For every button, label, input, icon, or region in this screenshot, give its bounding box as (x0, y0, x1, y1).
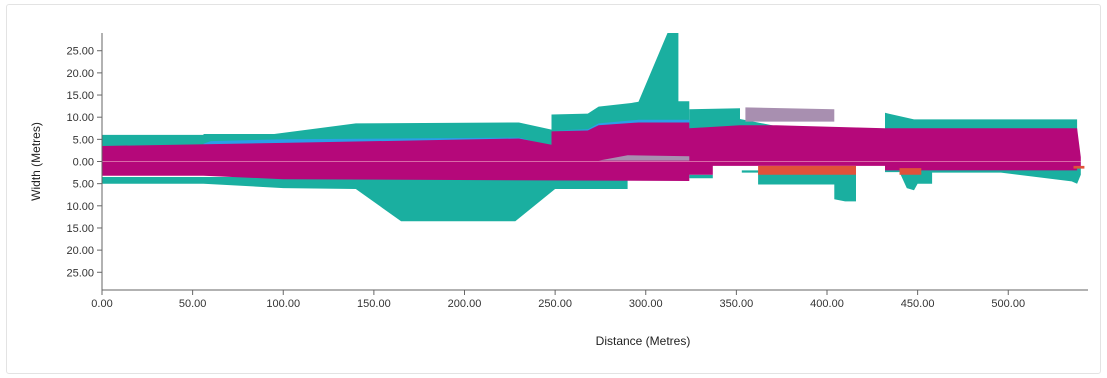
x-tick-label: 200.00 (448, 298, 482, 310)
y-ticks: 25.00 20.00 15.00 10.00 5.00 0.00 5.00 10.00 15.… (66, 46, 102, 279)
y-tick-label: 20.00 (66, 68, 94, 80)
y-axis-title: Width (Metres) (29, 122, 43, 201)
x-tick-label: 500.00 (991, 298, 1025, 310)
footway-area-15 (598, 155, 690, 161)
chart-areas (102, 33, 1085, 222)
x-tick-label: 450.00 (901, 298, 935, 310)
chart-axes: 25.00 20.00 15.00 10.00 5.00 0.00 5.00 10.00 15.… (66, 33, 1088, 310)
y-tick-label: 15.00 (66, 223, 94, 235)
x-tick-label: 350.00 (720, 298, 754, 310)
carriageway-area-11 (102, 122, 1081, 181)
y-tick-label: 20.00 (66, 245, 94, 257)
x-tick-label: 150.00 (357, 298, 391, 310)
verge-area-7 (102, 177, 628, 222)
y-tick-label: 15.00 (66, 90, 94, 102)
x-tick-label: 50.00 (179, 298, 207, 310)
y-tick-label: 5.00 (73, 179, 94, 191)
x-tick-label: 250.00 (538, 298, 572, 310)
x-axis-title: Distance (Metres) (596, 334, 691, 348)
x-tick-label: 400.00 (810, 298, 844, 310)
x-tick-label: 0.00 (91, 298, 112, 310)
x-ticks: 0.00 50.00 100.00 150.00 200.00 250.00 300.00 3… (91, 290, 1025, 310)
verge-area-10 (885, 165, 1081, 191)
x-tick-label: 300.00 (629, 298, 663, 310)
y-tick-label: 25.00 (66, 46, 94, 58)
footway-area-4 (745, 107, 835, 122)
x-tick-label: 100.00 (266, 298, 300, 310)
y-tick-label: 0.00 (73, 157, 94, 169)
hatched-area-13 (899, 168, 922, 175)
verge-area-3 (885, 112, 1078, 131)
hatched-area-12 (758, 165, 856, 175)
y-tick-label: 10.00 (66, 201, 94, 213)
y-tick-label: 5.00 (73, 134, 94, 146)
hatched-area-14 (1073, 165, 1085, 169)
y-tick-label: 10.00 (66, 112, 94, 124)
y-tick-label: 25.00 (66, 267, 94, 279)
verge-area-9 (741, 170, 856, 202)
verge-area-8 (689, 174, 713, 179)
